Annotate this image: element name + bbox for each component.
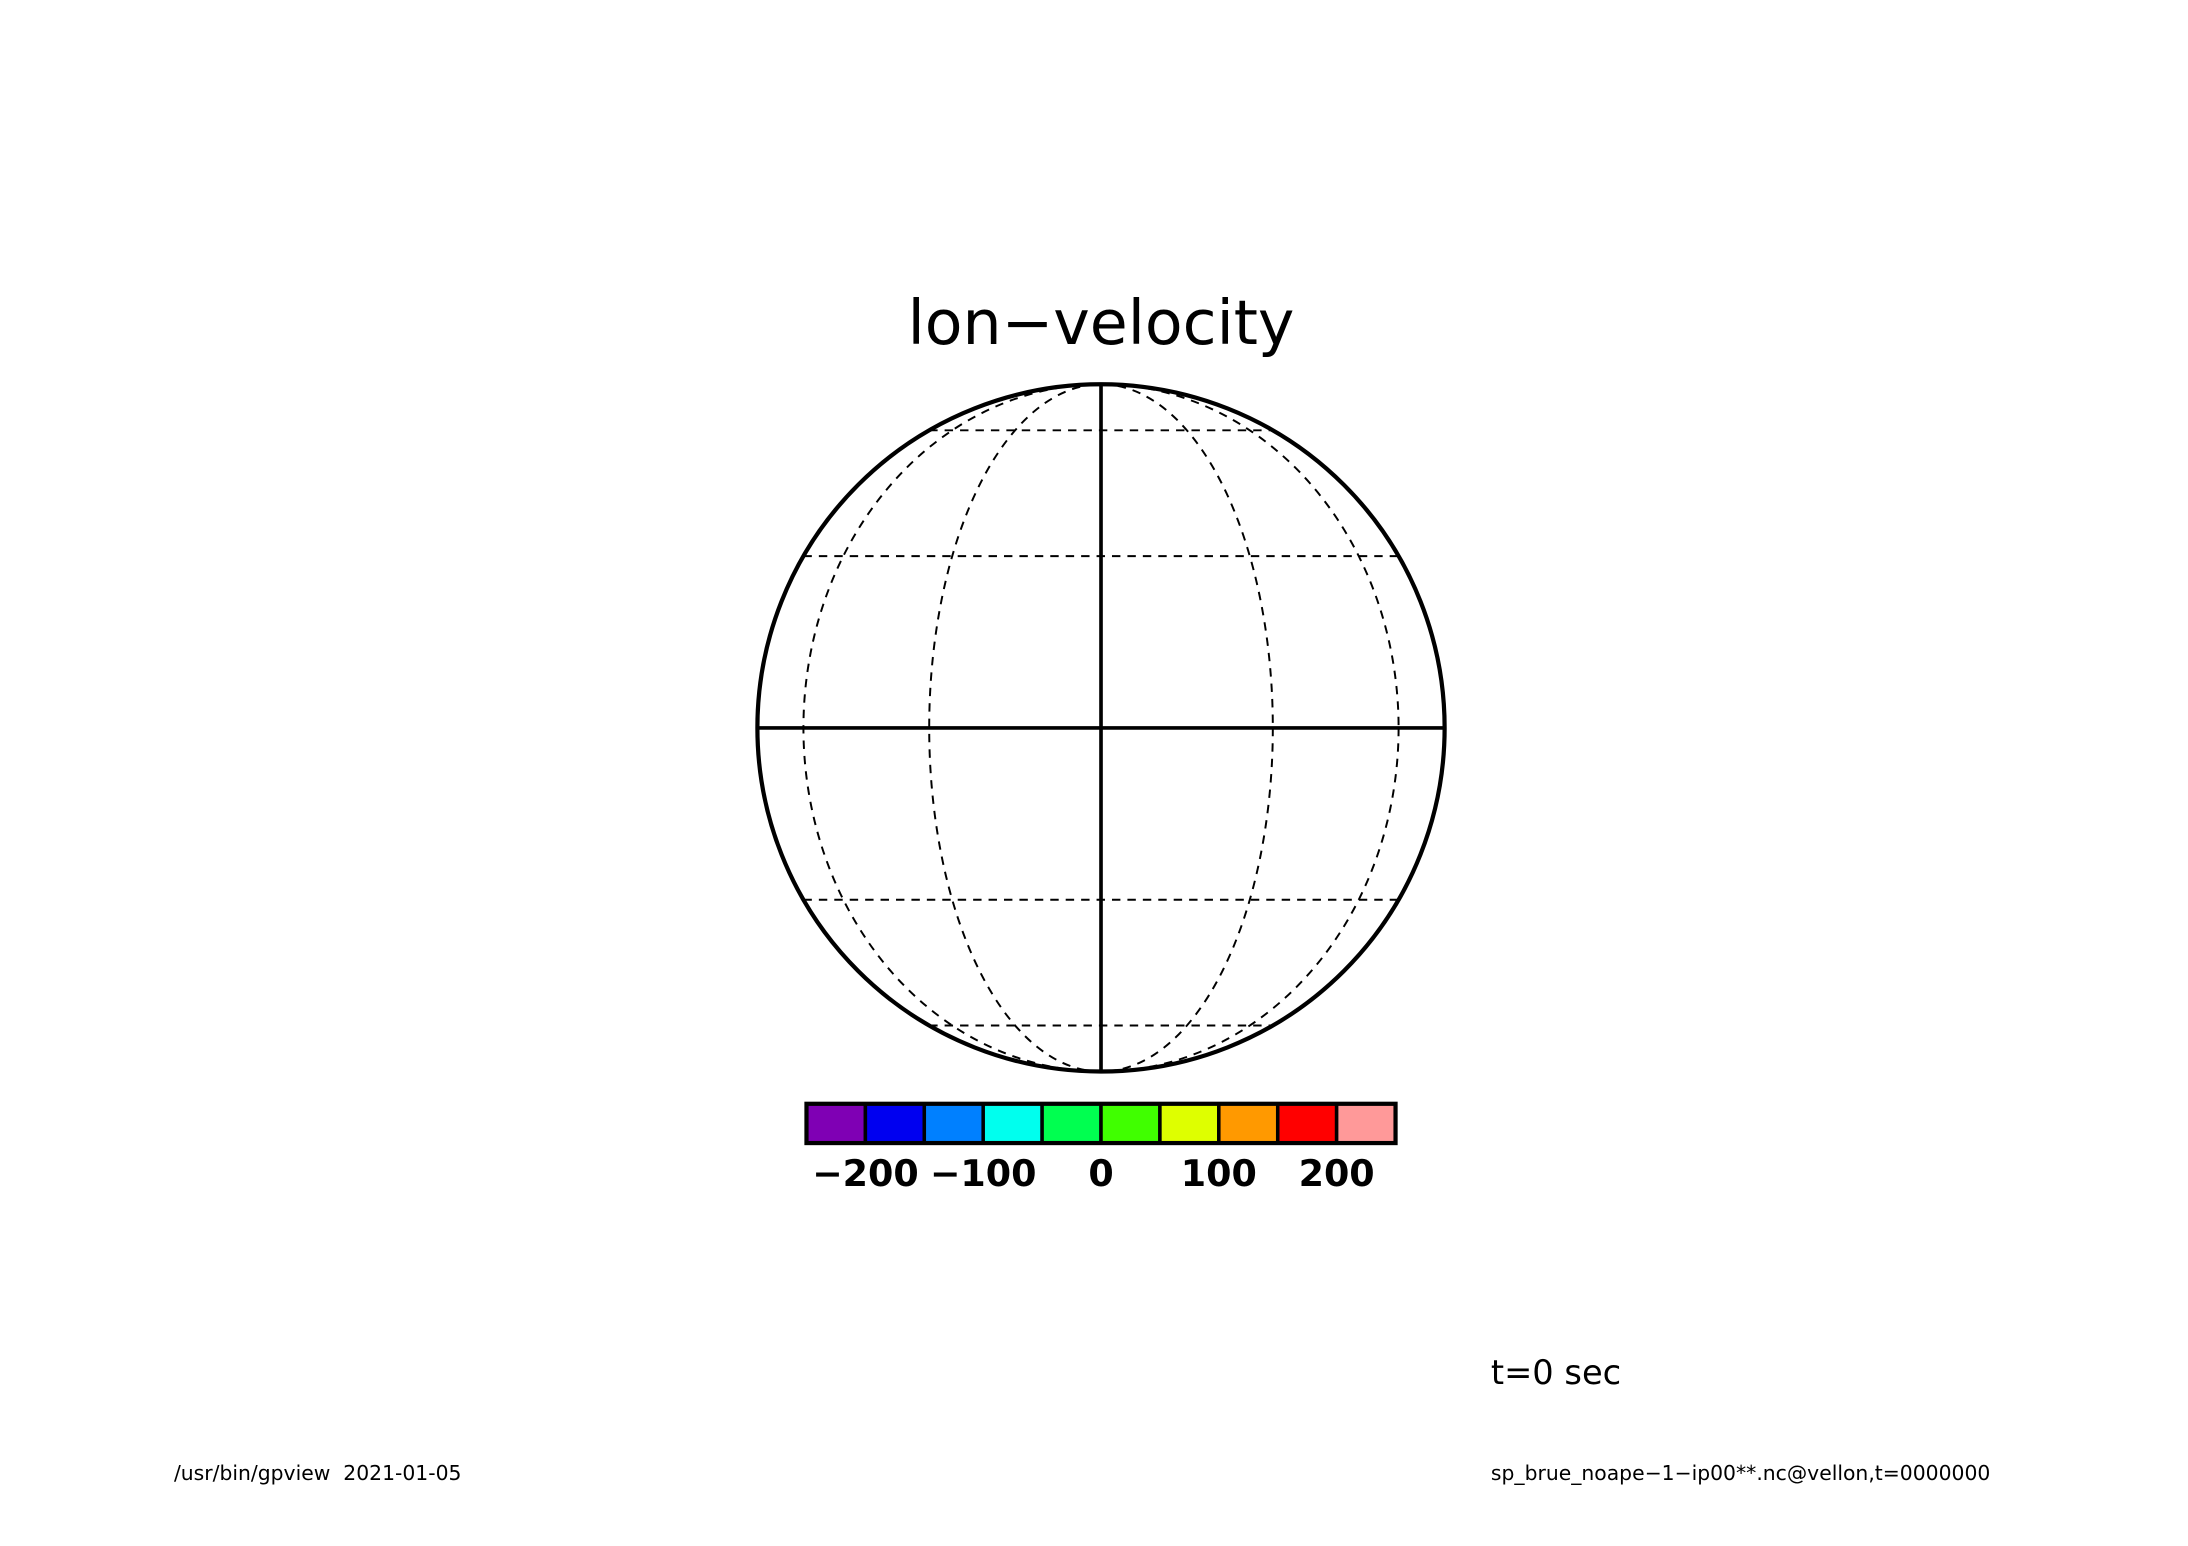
colorbar-frame <box>804 1101 1398 1146</box>
colorbar-cell <box>804 1102 868 1145</box>
colorbar-cell <box>863 1102 927 1145</box>
colorbar-cell <box>1158 1102 1221 1145</box>
colorbar-tick-label: −200 <box>812 1152 919 1195</box>
colorbar-cell <box>1217 1102 1280 1145</box>
globe-outline <box>755 382 1447 1074</box>
annotation: t=0 sec <box>1491 1353 1621 1392</box>
colorbar-tick-label: 100 <box>1181 1152 1257 1195</box>
colorbar-tick-label: −100 <box>930 1152 1037 1195</box>
footer-left: /usr/bin/gpview 2021-01-05 <box>174 1461 461 1485</box>
footer-right: sp_brue_noape−1−ip00**.nc@vellon,t=00000… <box>1491 1461 1990 1486</box>
colorbar-cell <box>1275 1102 1339 1145</box>
colorbar-cell <box>981 1102 1044 1145</box>
colorbar-cell <box>1099 1102 1162 1145</box>
colorbar-tick-label: 0 <box>1088 1152 1113 1195</box>
colorbar-cell <box>1040 1102 1103 1145</box>
colorbar-cell <box>1334 1102 1398 1145</box>
globe <box>755 382 1447 1074</box>
chart-title: lon−velocity <box>908 287 1295 359</box>
colorbar-tick-label: 200 <box>1299 1152 1375 1195</box>
colorbar-cell <box>922 1102 985 1145</box>
